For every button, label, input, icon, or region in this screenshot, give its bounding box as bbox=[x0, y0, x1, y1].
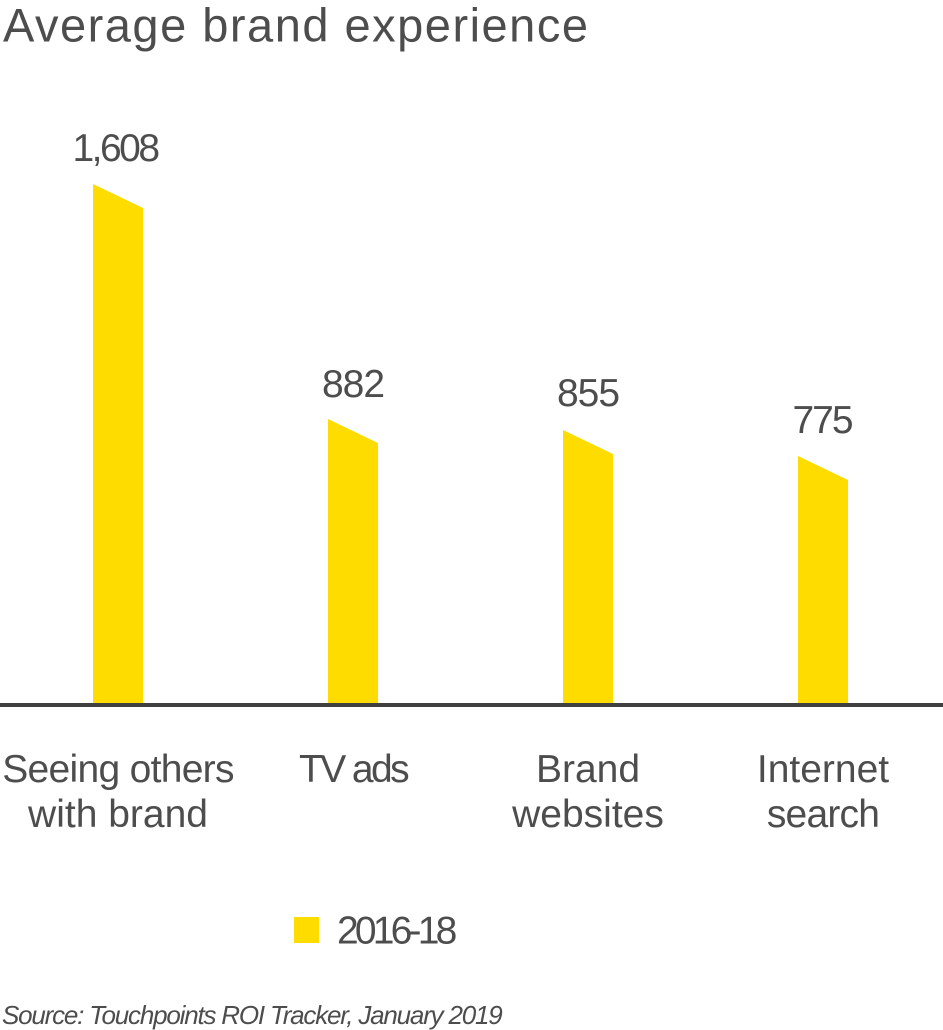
svg-text:Brand: Brand bbox=[536, 748, 640, 791]
svg-text:2016-18: 2016-18 bbox=[337, 910, 456, 953]
svg-text:Seeing others: Seeing others bbox=[2, 748, 234, 791]
svg-text:775: 775 bbox=[792, 399, 852, 442]
svg-text:search: search bbox=[767, 793, 879, 836]
svg-text:Internet: Internet bbox=[757, 748, 889, 791]
svg-text:websites: websites bbox=[511, 793, 664, 836]
svg-text:855: 855 bbox=[557, 372, 619, 415]
svg-text:1,608: 1,608 bbox=[72, 127, 158, 170]
svg-text:TV ads: TV ads bbox=[299, 748, 409, 791]
svg-text:882: 882 bbox=[322, 363, 384, 406]
svg-text:Source: Touchpoints ROI Tracke: Source: Touchpoints ROI Tracker, January… bbox=[2, 1000, 502, 1030]
svg-text:Average brand experience: Average brand experience bbox=[3, 0, 589, 52]
svg-text:with brand: with brand bbox=[27, 793, 208, 836]
